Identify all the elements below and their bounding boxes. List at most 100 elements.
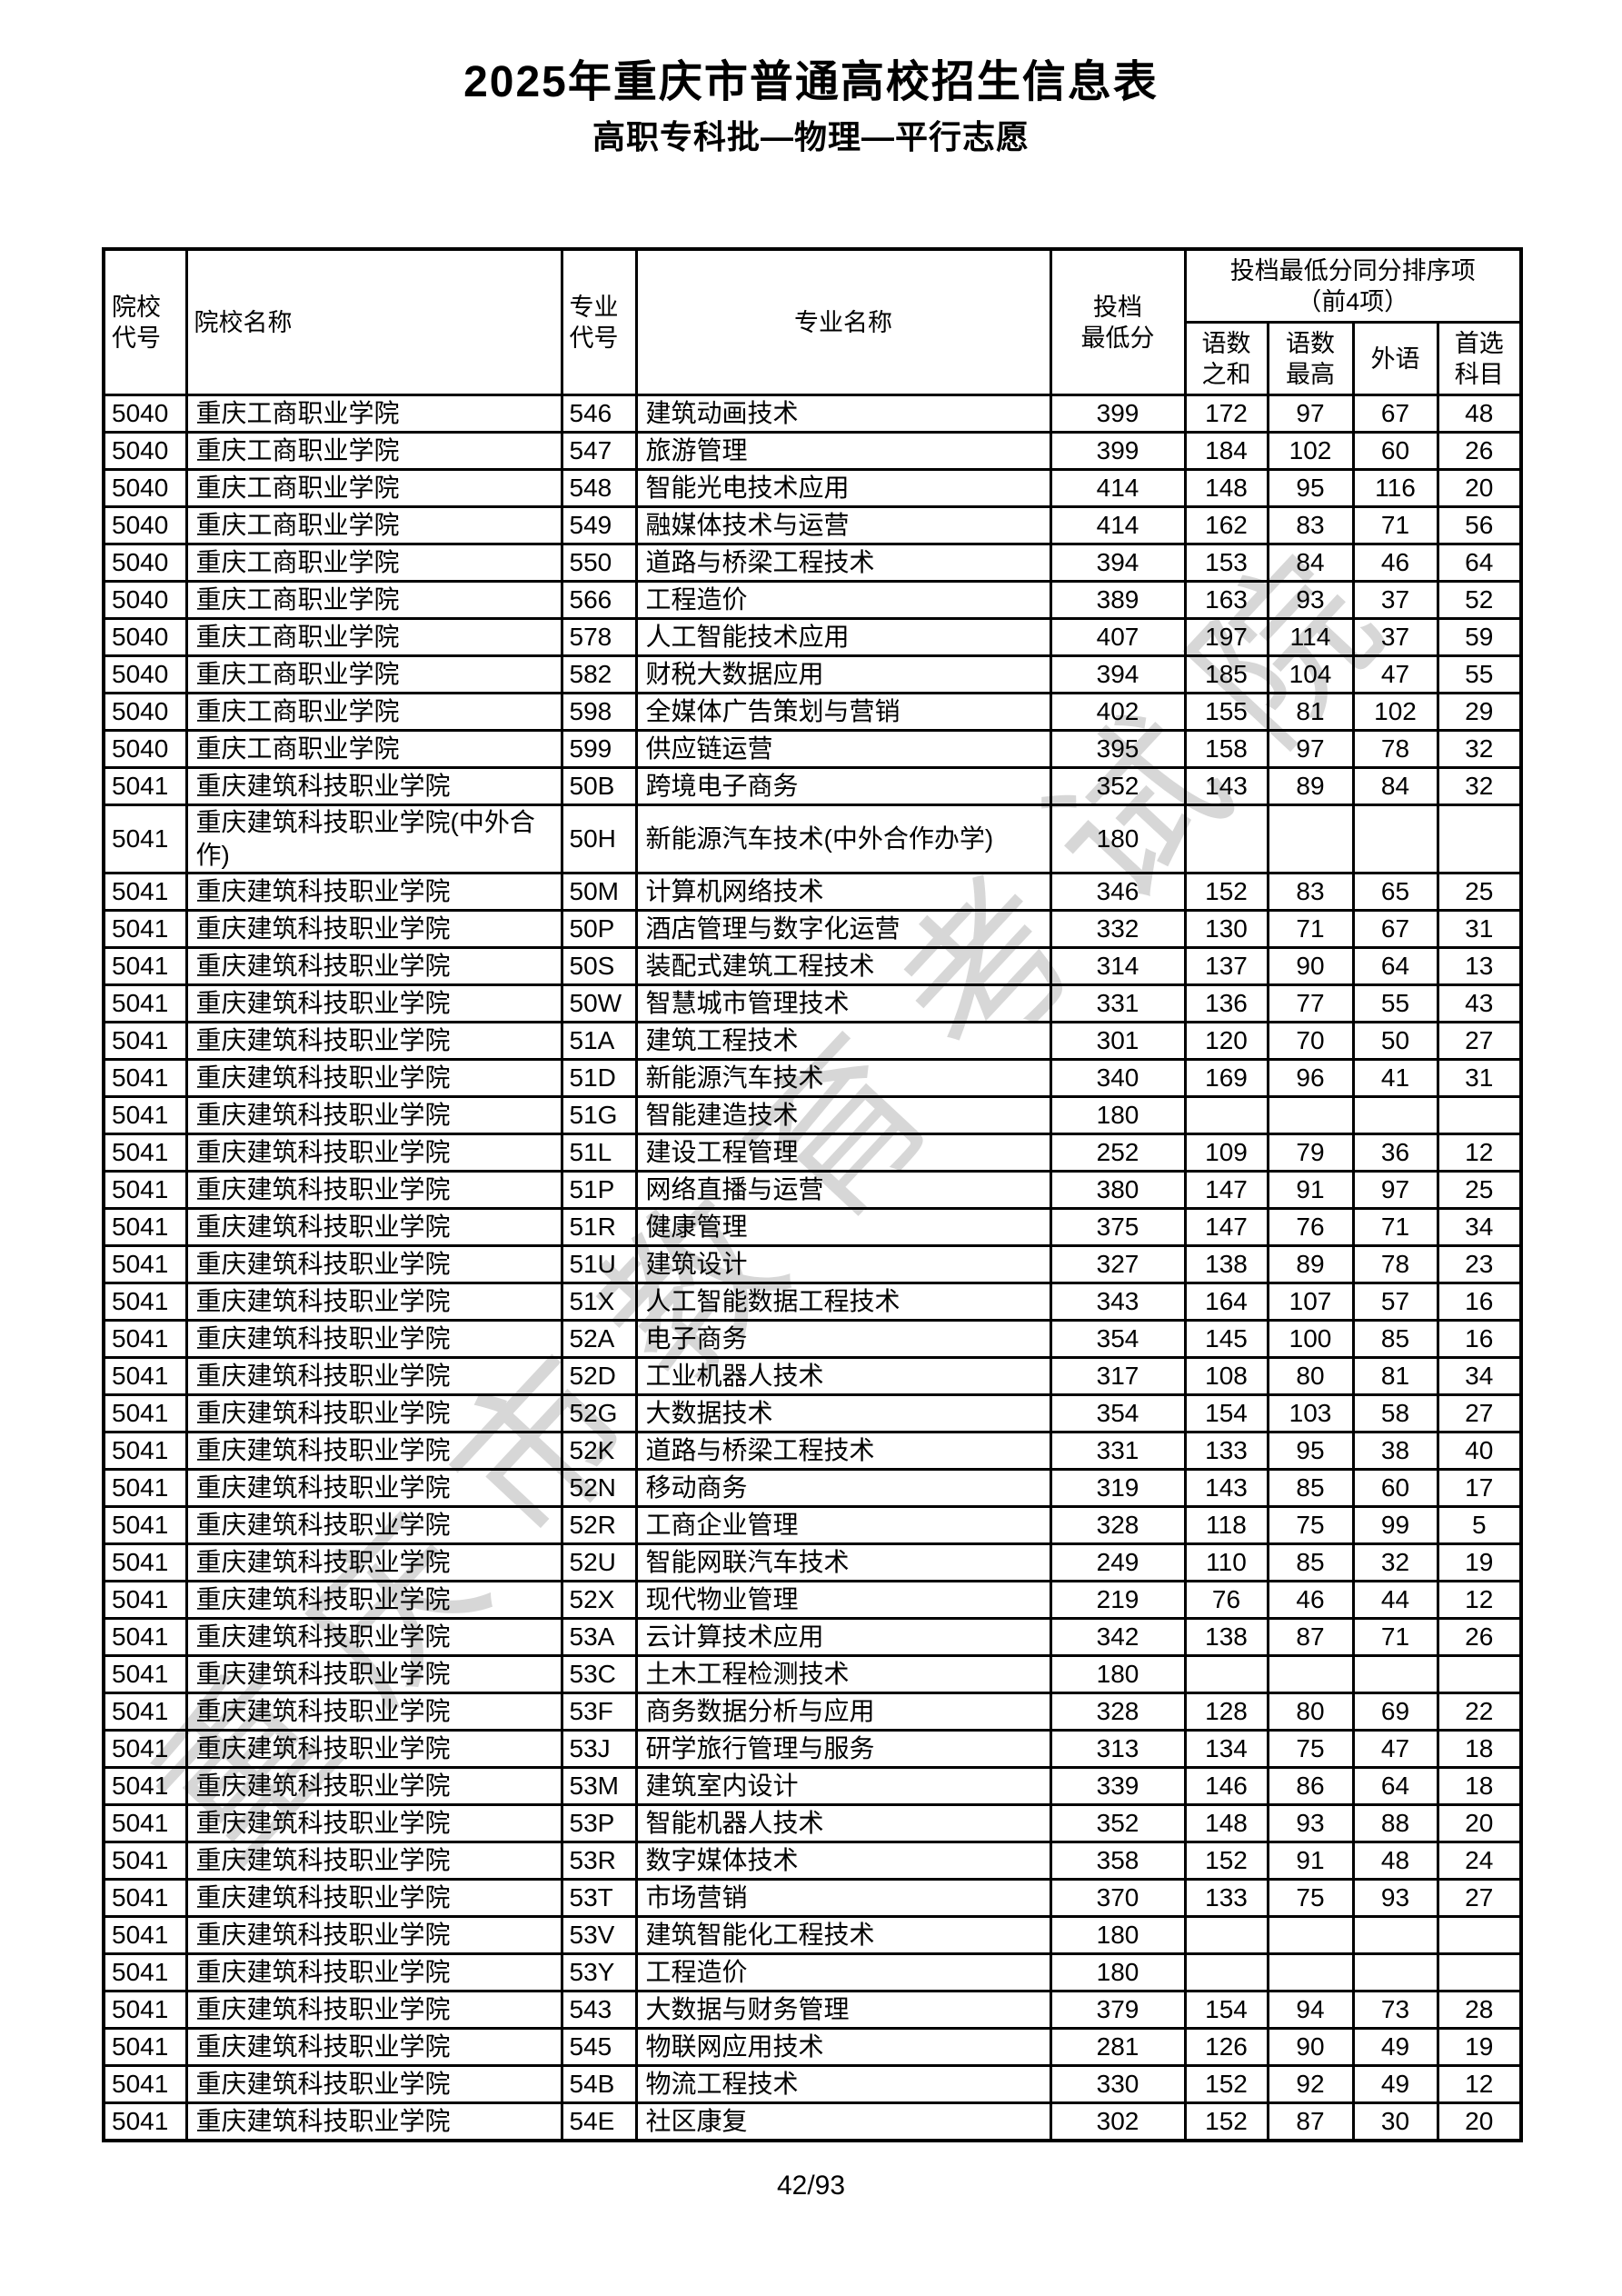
chn-math-sum-cell: 137 (1183, 946, 1269, 986)
min-score-cell: 180 (1049, 1095, 1187, 1135)
min-score-cell: 407 (1049, 617, 1187, 657)
major-name-cell: 工程造价 (634, 1952, 1052, 1992)
first-subject-cell: 29 (1436, 692, 1523, 732)
table-row: 5041 重庆建筑科技职业学院 53F 商务数据分析与应用 328 128 80 69 22 (102, 1692, 1523, 1732)
major-name-cell: 建筑工程技术 (634, 1021, 1052, 1061)
first-subject-cell: 26 (1436, 431, 1523, 471)
min-score-cell: 343 (1049, 1282, 1187, 1322)
first-subject-cell: 55 (1436, 654, 1523, 694)
major-code-cell: 547 (560, 431, 638, 471)
chn-math-sum-cell: 143 (1183, 766, 1269, 806)
min-score-cell: 375 (1049, 1207, 1187, 1247)
table-row: 5041 重庆建筑科技职业学院 51A 建筑工程技术 301 120 70 50 27 (102, 1021, 1523, 1061)
min-score-cell: 342 (1049, 1617, 1187, 1657)
college-code-cell: 5041 (102, 872, 188, 912)
chn-math-sum-cell: 76 (1183, 1580, 1269, 1620)
college-code-cell: 5041 (102, 1654, 188, 1694)
college-name-cell: 重庆工商职业学院 (184, 543, 563, 583)
college-name-cell: 重庆建筑科技职业学院 (184, 1393, 563, 1433)
major-code-cell: 50P (560, 909, 638, 949)
chn-math-max-cell: 104 (1266, 654, 1355, 694)
chn-math-max-cell: 87 (1266, 2101, 1355, 2142)
major-code-cell: 50M (560, 872, 638, 912)
college-code-cell: 5041 (102, 1692, 188, 1732)
min-score-cell: 380 (1049, 1170, 1187, 1210)
major-name-cell: 物流工程技术 (634, 2064, 1052, 2104)
col-header-tiebreak-group: 投档最低分同分排序项 （前4项） (1183, 247, 1523, 324)
foreign-lang-cell: 55 (1351, 983, 1439, 1023)
min-score-cell: 302 (1049, 2101, 1187, 2142)
foreign-lang-cell: 69 (1351, 1692, 1439, 1732)
col-header-chn-math-max: 语数 最高 (1266, 321, 1355, 396)
college-code-cell: 5041 (102, 1990, 188, 2030)
major-code-cell: 53F (560, 1692, 638, 1732)
first-subject-cell: 20 (1436, 2101, 1523, 2142)
college-code-cell: 5041 (102, 1841, 188, 1881)
major-code-cell: 51R (560, 1207, 638, 1247)
table-row: 5041 重庆建筑科技职业学院 50M 计算机网络技术 346 152 83 65 25 (102, 872, 1523, 912)
foreign-lang-cell: 71 (1351, 1617, 1439, 1657)
first-subject-cell: 20 (1436, 1803, 1523, 1843)
table-row: 5041 重庆建筑科技职业学院 53A 云计算技术应用 342 138 87 71 26 (102, 1617, 1523, 1657)
major-name-cell: 财税大数据应用 (634, 654, 1052, 694)
col-header-college-code: 院校 代号 (102, 247, 188, 396)
table-row: 5041 重庆建筑科技职业学院 52K 道路与桥梁工程技术 331 133 95 38 40 (102, 1431, 1523, 1471)
major-name-cell: 跨境电子商务 (634, 766, 1052, 806)
page-subtitle: 高职专科批—物理—平行志愿 (592, 118, 1030, 155)
major-name-cell: 供应链运营 (634, 729, 1052, 769)
min-score-cell: 180 (1049, 1654, 1187, 1694)
chn-math-max-cell: 83 (1266, 505, 1355, 545)
chn-math-sum-cell: 146 (1183, 1766, 1269, 1806)
first-subject-cell (1436, 804, 1523, 874)
foreign-lang-cell: 78 (1351, 1244, 1439, 1284)
college-code-cell: 5040 (102, 468, 188, 508)
major-name-cell: 智能机器人技术 (634, 1803, 1052, 1843)
table-row: 5041 重庆建筑科技职业学院 51G 智能建造技术 180 (102, 1095, 1523, 1135)
chn-math-sum-cell: 162 (1183, 505, 1269, 545)
first-subject-cell (1436, 1095, 1523, 1135)
college-code-cell: 5041 (102, 1170, 188, 1210)
college-code-cell: 5041 (102, 1617, 188, 1657)
college-name-cell: 重庆工商职业学院 (184, 617, 563, 657)
chn-math-max-cell: 97 (1266, 394, 1355, 434)
foreign-lang-cell: 73 (1351, 1990, 1439, 2030)
college-name-cell: 重庆建筑科技职业学院 (184, 1244, 563, 1284)
min-score-cell: 346 (1049, 872, 1187, 912)
chn-math-max-cell: 107 (1266, 1282, 1355, 1322)
college-code-cell: 5041 (102, 946, 188, 986)
major-code-cell: 52A (560, 1319, 638, 1359)
table-row: 5041 重庆建筑科技职业学院 545 物联网应用技术 281 126 90 49 19 (102, 2027, 1523, 2067)
first-subject-cell: 28 (1436, 1990, 1523, 2030)
foreign-lang-cell: 84 (1351, 766, 1439, 806)
college-name-cell: 重庆建筑科技职业学院 (184, 1654, 563, 1694)
major-code-cell: 50H (560, 804, 638, 874)
min-score-cell: 394 (1049, 543, 1187, 583)
major-name-cell: 新能源汽车技术 (634, 1058, 1052, 1098)
college-code-cell: 5041 (102, 2027, 188, 2067)
foreign-lang-cell: 71 (1351, 505, 1439, 545)
major-name-cell: 土木工程检测技术 (634, 1654, 1052, 1694)
college-code-cell: 5041 (102, 2101, 188, 2142)
major-code-cell: 546 (560, 394, 638, 434)
min-score-cell: 340 (1049, 1058, 1187, 1098)
chn-math-sum-cell: 152 (1183, 2064, 1269, 2104)
college-code-cell: 5041 (102, 1915, 188, 1955)
major-code-cell: 543 (560, 1990, 638, 2030)
major-code-cell: 51L (560, 1133, 638, 1173)
table-row: 5041 重庆建筑科技职业学院 52X 现代物业管理 219 76 46 44 12 (102, 1580, 1523, 1620)
major-code-cell: 53M (560, 1766, 638, 1806)
table-row: 5041 重庆建筑科技职业学院 50P 酒店管理与数字化运营 332 130 71 67 31 (102, 909, 1523, 949)
header-row-2: 语数 之和 语数 最高 外语 首选 科目 (104, 321, 1523, 396)
min-score-cell: 414 (1049, 468, 1187, 508)
college-name-cell: 重庆建筑科技职业学院 (184, 1133, 563, 1173)
chn-math-max-cell: 91 (1266, 1841, 1355, 1881)
college-name-cell: 重庆工商职业学院 (184, 431, 563, 471)
chn-math-sum-cell: 136 (1183, 983, 1269, 1023)
major-code-cell: 549 (560, 505, 638, 545)
table-row: 5041 重庆建筑科技职业学院 51D 新能源汽车技术 340 169 96 41 31 (102, 1058, 1523, 1098)
chn-math-max-cell: 94 (1266, 1990, 1355, 2030)
table-row: 5041 重庆建筑科技职业学院 53C 土木工程检测技术 180 (102, 1654, 1523, 1694)
foreign-lang-cell: 36 (1351, 1133, 1439, 1173)
major-name-cell: 融媒体技术与运营 (634, 505, 1052, 545)
college-code-cell: 5040 (102, 543, 188, 583)
